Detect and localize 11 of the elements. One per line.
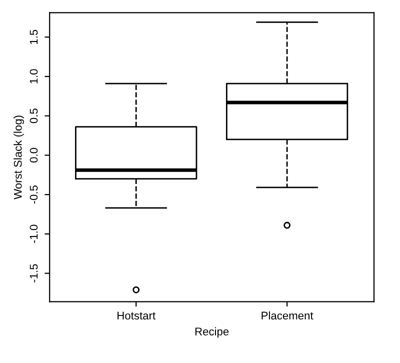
y-axis-title: Worst Slack (log) xyxy=(14,116,24,200)
y-tick-label: 1.0 xyxy=(30,69,38,84)
x-tick-label: Hotstart xyxy=(118,312,156,320)
y-tick-label: -1.0 xyxy=(30,224,38,244)
y-tick-label: 1.5 xyxy=(30,30,38,44)
y-tick-label: 0.0 xyxy=(30,148,38,162)
x-axis-title: Recipe xyxy=(195,327,229,338)
x-tick-label: Placement xyxy=(262,311,314,320)
y-tick-label: 0.5 xyxy=(30,108,38,124)
y-tick-label: -0.5 xyxy=(30,185,38,204)
y-tick-label: -1.5 xyxy=(30,264,38,282)
